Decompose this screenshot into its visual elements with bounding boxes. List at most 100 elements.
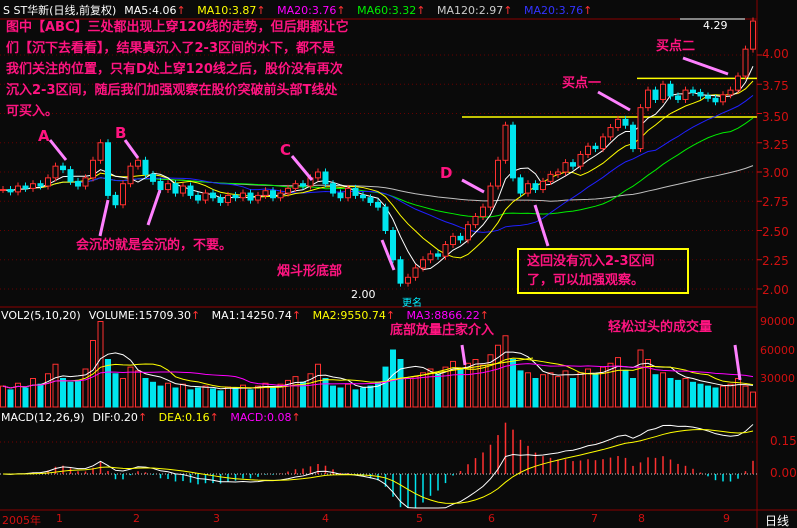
ma10-value: MA10:3.87 (197, 4, 257, 17)
candle (195, 194, 201, 201)
candle (232, 194, 239, 199)
candle (165, 183, 171, 191)
volume-bar (202, 385, 209, 408)
time-tick: 4 (322, 512, 329, 525)
candle (322, 171, 329, 185)
dif-line (2, 424, 754, 509)
candle (697, 91, 704, 97)
candle (540, 180, 546, 191)
candle (337, 192, 344, 199)
volume-bar (585, 368, 591, 408)
annotation-arrow (460, 344, 467, 366)
candle (360, 194, 366, 199)
candle (585, 145, 591, 155)
candle (382, 206, 389, 232)
volume-bar (442, 366, 449, 408)
time-tick: 3 (213, 512, 220, 525)
candle (480, 206, 486, 217)
volume-tick: 90000 (760, 315, 795, 328)
volume-bar (562, 370, 569, 408)
annotation-arrow (461, 178, 485, 194)
low-label: 2.00 (351, 288, 376, 301)
vol-ma2: MA2:9550.74 (312, 309, 386, 322)
volume-bar (30, 378, 36, 408)
volume-bar (697, 383, 704, 408)
candle (135, 159, 141, 167)
candle (405, 276, 411, 284)
volume-bar (112, 373, 119, 408)
volume-bar (570, 378, 576, 408)
price-tick: 3.00 (762, 166, 789, 180)
vol-value: VOLUME:15709.30 (88, 309, 191, 322)
macd-dea: DEA:0.16 (158, 411, 210, 424)
box-line: 这回没有沉入2-3区间 (527, 254, 655, 269)
volume-bar (225, 386, 231, 408)
annotation-arrow (98, 199, 110, 237)
candle (592, 145, 599, 150)
volume-bar (742, 385, 749, 408)
volume-ma-line (2, 357, 754, 389)
candle (735, 75, 741, 91)
macd-macd: MACD:0.08 (230, 411, 292, 424)
time-tick: 5 (416, 512, 423, 525)
volume-bar (472, 359, 479, 408)
annotation-arrow (380, 239, 396, 271)
candle (292, 183, 299, 189)
candle (682, 89, 689, 100)
candle (660, 83, 666, 100)
note-line: 图中【ABC】三处都出现上穿120线的走势，但后期都让它 (6, 20, 349, 35)
candle (105, 142, 111, 196)
candle (412, 267, 419, 278)
annotation-arrow (733, 344, 742, 381)
candle (675, 95, 681, 100)
period-tab[interactable]: 日线 (765, 514, 790, 528)
note-line: 我们关注的位置，只有D处上穿120线之后，股价没有再次 (6, 62, 343, 77)
candle (637, 107, 644, 150)
candle (367, 197, 374, 203)
volume-bar (172, 387, 179, 408)
candle (285, 187, 291, 194)
volume-bar (285, 379, 291, 408)
volume-bar (682, 378, 689, 408)
volume-bar (412, 376, 419, 408)
volume-bar (517, 370, 524, 408)
candle (742, 48, 749, 77)
price-tick: 2.50 (762, 225, 789, 239)
candle (300, 183, 306, 187)
candle (82, 177, 89, 187)
candle (397, 259, 404, 284)
volume-bar (75, 379, 81, 408)
volume-legend: VOL2(5,10,20) VOLUME:15709.30↑ MA1:14250.… (1, 309, 489, 322)
candle (22, 185, 29, 189)
funnel-note: 烟斗形底部 (277, 264, 343, 279)
candle (7, 189, 14, 193)
volume-bar (675, 379, 681, 408)
volume-bar (660, 372, 666, 408)
candle (457, 235, 464, 241)
candle (315, 171, 321, 179)
volume-bar (420, 372, 426, 408)
candle (375, 201, 381, 208)
volume-bar (390, 349, 396, 408)
time-tick: 8 (638, 512, 645, 525)
candle (217, 197, 224, 203)
price-legend: S ST华新(日线,前复权) MA5:4.06↑ MA10:3.87↑ MA20:… (3, 4, 593, 17)
candle (30, 183, 36, 189)
volume-bar (142, 378, 149, 408)
volume-bar (502, 335, 509, 408)
box-line: 了，可以加强观察。 (527, 273, 645, 288)
note-line: 沉入2-3区间，随后我们加强观察在股价突破前头部T线处 (6, 83, 338, 98)
candle (262, 190, 269, 196)
volume-bar (15, 382, 21, 408)
volume-bar (397, 359, 404, 408)
volume-bar (120, 378, 126, 408)
volume-bar (52, 363, 59, 408)
candle (157, 180, 164, 191)
candle (667, 83, 674, 97)
volume-bar (600, 366, 606, 408)
candle (615, 118, 621, 129)
candle (240, 192, 246, 199)
price-tick: 3.75 (762, 79, 789, 93)
volume-bar (592, 374, 599, 408)
candle (202, 192, 209, 201)
